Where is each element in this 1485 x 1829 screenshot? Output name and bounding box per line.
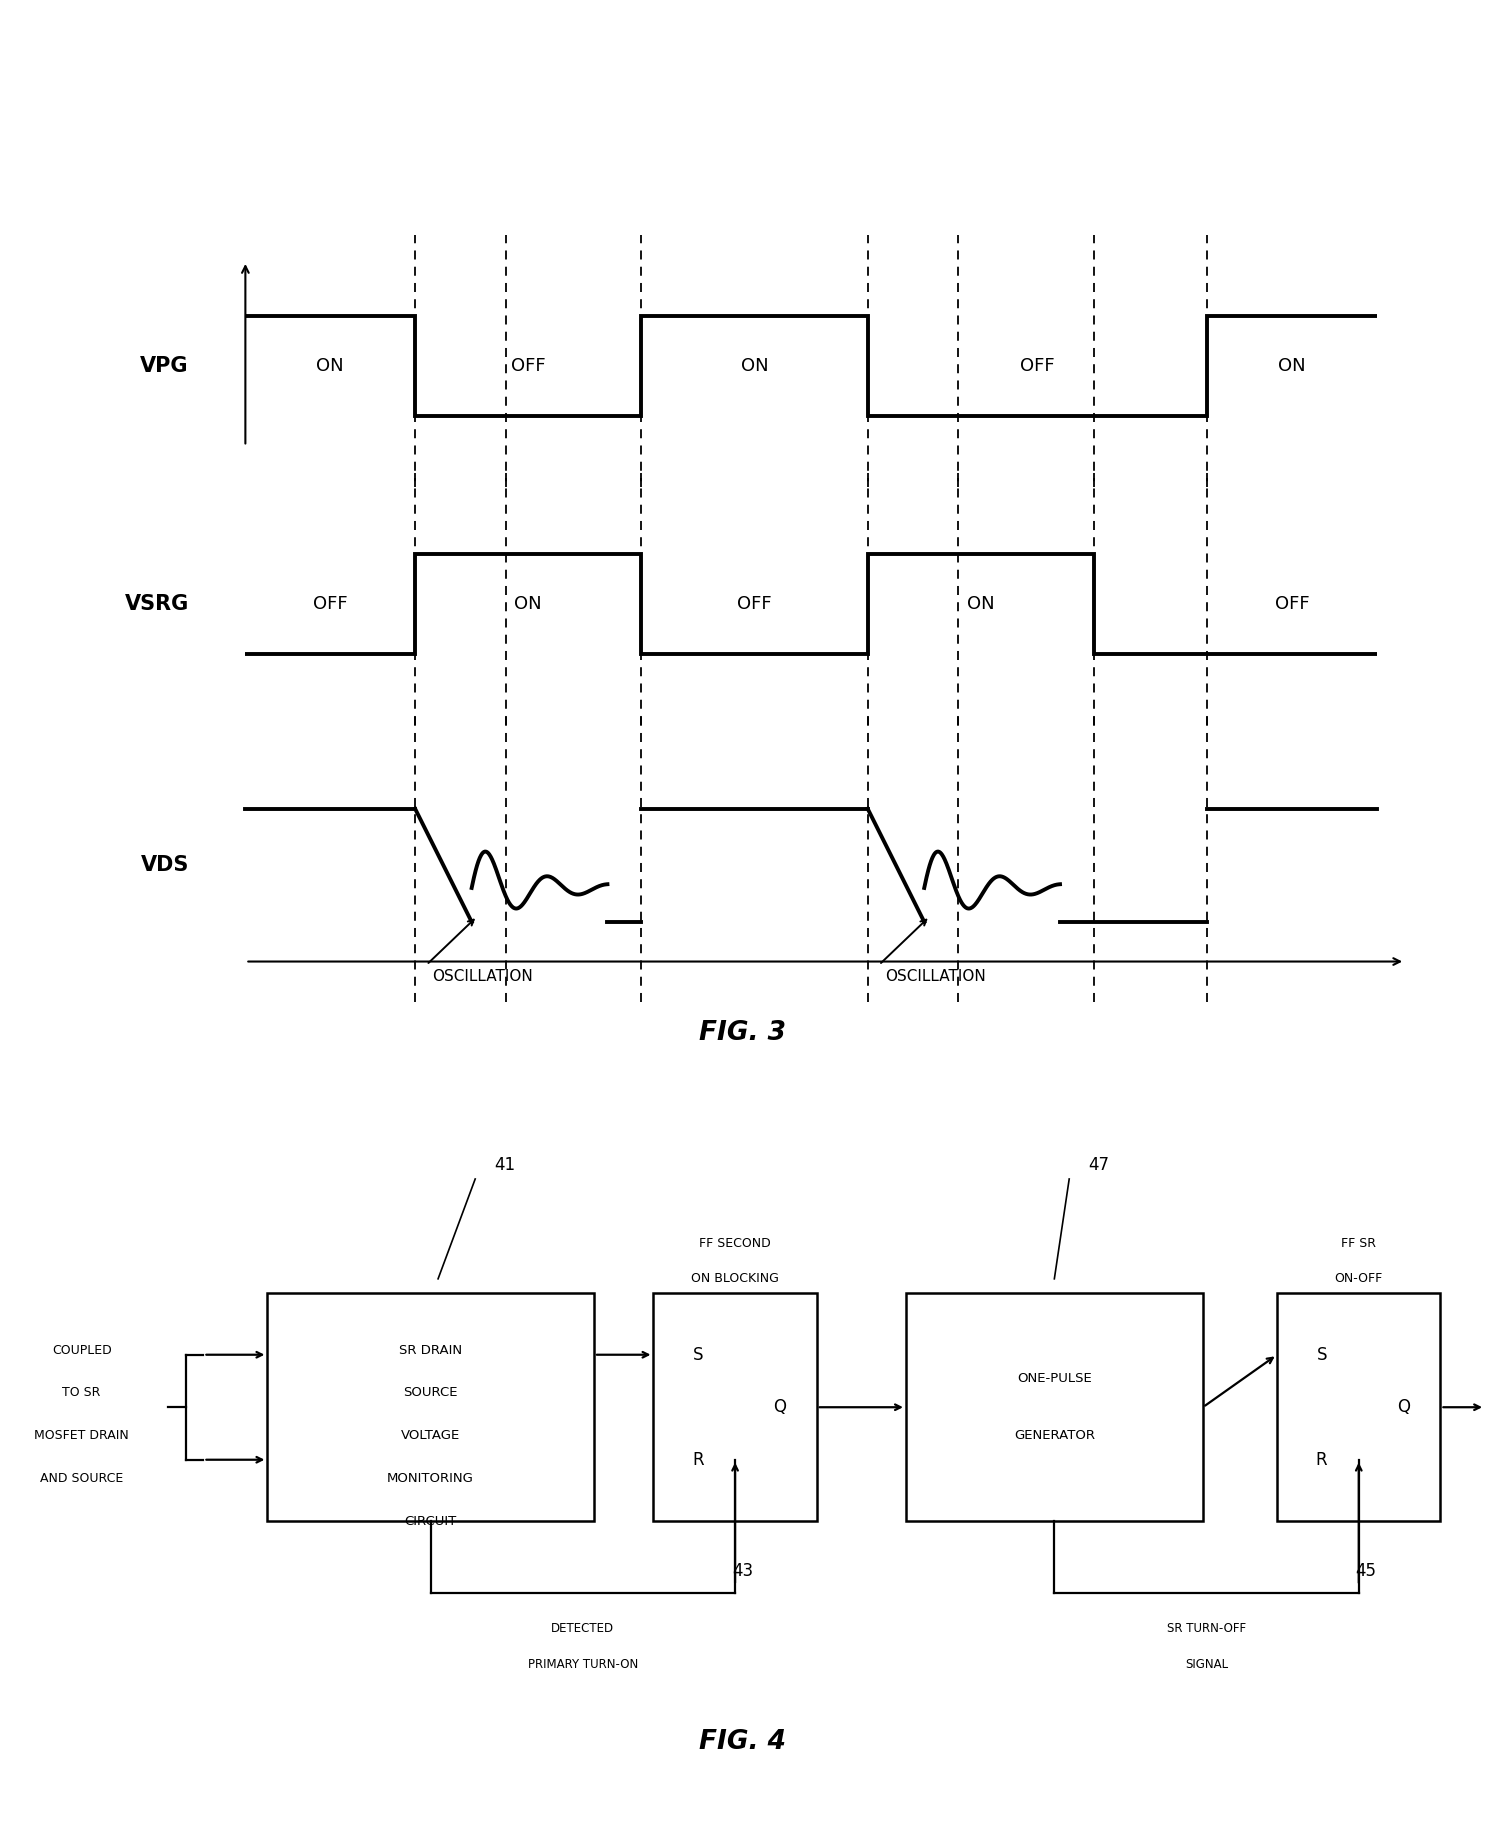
Text: 45: 45 [1356, 1562, 1377, 1580]
Text: OFF: OFF [1020, 357, 1054, 375]
Text: 43: 43 [732, 1562, 753, 1580]
Text: SR TURN-OFF: SR TURN-OFF [1167, 1622, 1246, 1635]
Text: CIRCUIT: CIRCUIT [404, 1514, 457, 1527]
Bar [653, 1293, 817, 1522]
Text: Q: Q [774, 1397, 786, 1416]
Text: FF SECOND: FF SECOND [699, 1236, 771, 1249]
Text: ON BLOCKING: ON BLOCKING [691, 1273, 780, 1286]
Text: R: R [692, 1450, 704, 1469]
Text: COUPLED: COUPLED [52, 1344, 111, 1357]
Text: FIG. 4: FIG. 4 [699, 1730, 786, 1756]
Text: TO SR: TO SR [62, 1386, 101, 1399]
Text: OFF: OFF [1274, 594, 1310, 613]
Text: ON-OFF: ON-OFF [1335, 1273, 1383, 1286]
Text: 47: 47 [1089, 1156, 1109, 1174]
Text: DETECTED: DETECTED [551, 1622, 615, 1635]
Text: VDS: VDS [141, 856, 189, 876]
Text: ON: ON [741, 357, 768, 375]
Bar [906, 1293, 1203, 1522]
Bar [1277, 1293, 1440, 1522]
Text: OSCILLATION: OSCILLATION [432, 969, 533, 984]
Text: ONE-PULSE: ONE-PULSE [1017, 1372, 1091, 1385]
Text: OSCILLATION: OSCILLATION [885, 969, 986, 984]
Text: 41: 41 [495, 1156, 515, 1174]
Text: MONITORING: MONITORING [388, 1472, 474, 1485]
Bar [267, 1293, 594, 1522]
Text: ON: ON [967, 594, 995, 613]
Text: OFF: OFF [737, 594, 772, 613]
Text: R: R [1316, 1450, 1328, 1469]
Text: OFF: OFF [313, 594, 347, 613]
Text: VSRG: VSRG [125, 594, 189, 615]
Text: ON: ON [316, 357, 345, 375]
Text: SIGNAL: SIGNAL [1185, 1657, 1228, 1670]
Text: GENERATOR: GENERATOR [1014, 1428, 1094, 1443]
Text: S: S [692, 1346, 704, 1364]
Text: ON: ON [514, 594, 542, 613]
Text: FF SR: FF SR [1341, 1236, 1377, 1249]
Text: MOSFET DRAIN: MOSFET DRAIN [34, 1428, 129, 1443]
Text: SR DRAIN: SR DRAIN [399, 1344, 462, 1357]
Text: AND SOURCE: AND SOURCE [40, 1472, 123, 1485]
Text: VOLTAGE: VOLTAGE [401, 1428, 460, 1443]
Text: S: S [1316, 1346, 1328, 1364]
Text: VPG: VPG [140, 357, 189, 377]
Text: FIG. 3: FIG. 3 [699, 1021, 786, 1046]
Text: ON: ON [1279, 357, 1305, 375]
Text: SOURCE: SOURCE [404, 1386, 457, 1399]
Text: PRIMARY TURN-ON: PRIMARY TURN-ON [527, 1657, 639, 1670]
Text: OFF: OFF [511, 357, 545, 375]
Text: Q: Q [1397, 1397, 1409, 1416]
